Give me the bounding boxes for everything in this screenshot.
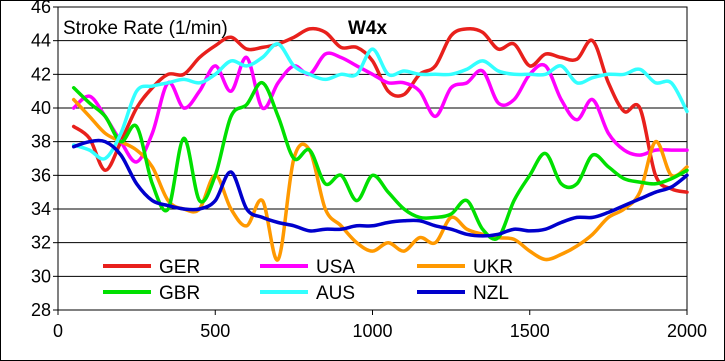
y-tick-label: 44 [31,31,51,51]
x-tick-label: 500 [200,321,230,341]
series-line-nzl [71,138,689,238]
x-axis-ticks: 0 500 1000 1500 2000 [53,310,707,341]
x-tick-label: 0 [53,321,63,341]
legend-label-gbr: GBR [159,283,200,304]
series-line-aus [71,42,689,161]
y-tick-label: 30 [31,266,51,286]
legend: GER USA UKR GBR AUS NZL [103,257,513,304]
y-tick-label: 34 [31,199,51,219]
series-lines [71,26,689,262]
y-tick-label: 28 [31,300,51,320]
y-tick-label: 38 [31,132,51,152]
legend-label-aus: AUS [316,283,355,304]
y-axis-ticks: 28 30 32 34 36 38 40 42 44 46 [31,0,58,320]
grid-lines [58,6,687,311]
x-tick-label: 1000 [352,321,392,341]
legend-label-ukr: UKR [473,257,513,278]
plot-area [57,6,688,311]
x-tick-label: 1500 [510,321,550,341]
legend-label-usa: USA [316,257,355,278]
chart-subtitle: W4x [348,18,388,39]
legend-label-nzl: NZL [473,283,509,304]
y-tick-label: 36 [31,165,51,185]
y-tick-label: 32 [31,233,51,253]
x-tick-label: 2000 [667,321,707,341]
legend-label-ger: GER [159,257,200,278]
y-tick-label: 40 [31,98,51,118]
y-tick-label: 46 [31,0,51,17]
series-line-usa [71,51,689,164]
chart-title: Stroke Rate (1/min) [63,18,228,39]
series-line-ger [71,26,689,194]
series-line-gbr [71,81,689,241]
y-tick-label: 42 [31,64,51,84]
